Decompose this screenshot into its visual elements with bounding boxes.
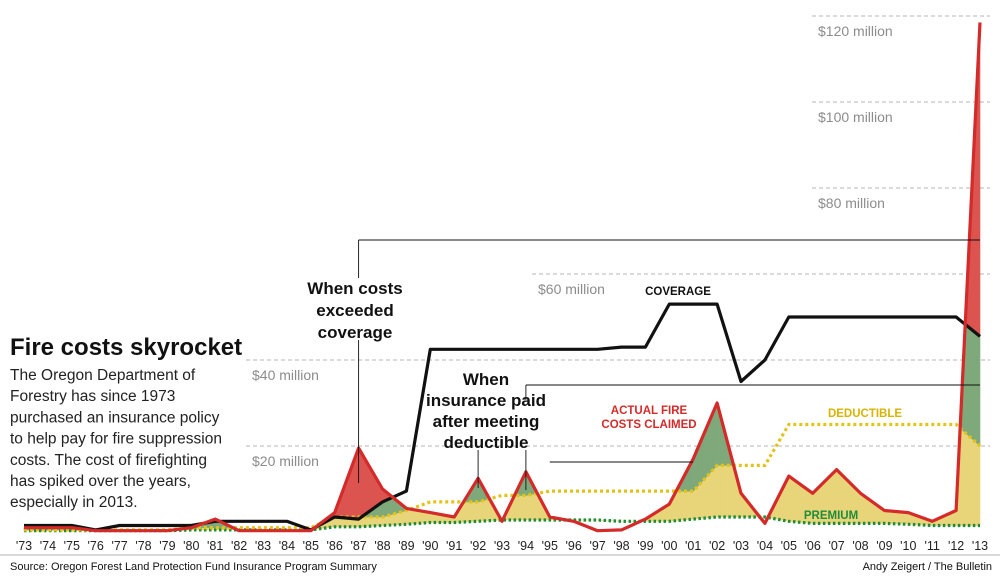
y-tick-label: $60 million (538, 281, 605, 297)
x-tick-label: '84 (279, 539, 295, 553)
x-tick-label: '07 (828, 539, 844, 553)
y-tick-label: $40 million (252, 367, 319, 383)
x-tick-label: '76 (88, 539, 104, 553)
x-tick-label: '88 (374, 539, 390, 553)
x-tick-label: '03 (733, 539, 749, 553)
series-lines (24, 22, 982, 533)
x-tick-label: '74 (40, 539, 56, 553)
coverage-label: COVERAGE (645, 286, 711, 298)
y-tick-labels: $20 million $40 million $60 million $80 mil… (252, 23, 893, 469)
fire-costs-line (24, 22, 982, 533)
annotation-insurance-paid: When insurance paid after meeting deductibl… (426, 370, 546, 452)
x-tick-label: '73 (16, 539, 32, 553)
deductible-label: DEDUCTIBLE (828, 408, 902, 420)
chart-title: Fire costs skyrocket (10, 334, 242, 361)
x-tick-label: '99 (637, 539, 653, 553)
deductible-area (977, 443, 981, 526)
chart-description: The Oregon Department of Forestry has sin… (10, 367, 222, 511)
x-tick-label: '81 (207, 539, 223, 553)
x-tick-label: '89 (398, 539, 414, 553)
premium-label: PREMIUM (804, 510, 858, 522)
x-tick-label: '86 (327, 539, 343, 553)
y-tick-label: $120 million (818, 23, 893, 39)
x-tick-label: '78 (135, 539, 151, 553)
y-gridlines (246, 15, 990, 447)
x-tick-label: '09 (876, 539, 892, 553)
x-tick-label: '01 (685, 539, 701, 553)
credit-note: Andy Zeigert / The Bulletin (863, 561, 992, 573)
x-tick-label: '13 (972, 539, 988, 553)
fill-areas (23, 22, 981, 532)
x-tick-label: '08 (852, 539, 868, 553)
x-tick-label: '79 (159, 539, 175, 553)
x-tick-label: '87 (350, 539, 366, 553)
x-tick-label: '93 (494, 539, 510, 553)
insurance-paid-area (977, 334, 981, 447)
y-tick-label: $20 million (252, 453, 319, 469)
x-tick-label: '06 (805, 539, 821, 553)
source-note: Source: Oregon Forest Land Protection Fu… (10, 561, 377, 573)
x-tick-label: '11 (925, 539, 940, 553)
x-tick-label: '05 (781, 539, 797, 553)
x-tick-label: '96 (566, 539, 582, 553)
x-tick-label: '75 (64, 539, 80, 553)
coverage-line (24, 302, 982, 532)
x-tick-label: '82 (231, 539, 247, 553)
x-tick-label: '12 (948, 539, 964, 553)
y-tick-label: $100 million (818, 109, 893, 125)
x-tick-labels: '73 '74 '75 '76 '77 '78 '79 '80 '81 '82 '83 '84 '85 '… (16, 539, 988, 553)
annotation-actual-fire-costs: ACTUAL FIRE COSTS CLAIMED (601, 405, 696, 431)
annotation-leaders (358, 239, 980, 490)
x-tick-label: '85 (303, 539, 319, 553)
x-tick-label: '94 (518, 539, 534, 553)
x-tick-label: '91 (446, 539, 462, 553)
annotation-costs-exceeded: When costs exceeded coverage (307, 279, 402, 342)
x-tick-label: '90 (422, 539, 438, 553)
x-tick-label: '92 (470, 539, 486, 553)
x-tick-label: '00 (661, 539, 677, 553)
x-tick-label: '97 (589, 539, 605, 553)
x-tick-label: '02 (709, 539, 725, 553)
x-tick-label: '04 (757, 539, 773, 553)
x-tick-label: '80 (183, 539, 199, 553)
x-tick-label: '98 (613, 539, 629, 553)
x-tick-label: '77 (111, 539, 127, 553)
x-tick-label: '95 (542, 539, 558, 553)
y-tick-label: $80 million (818, 195, 885, 211)
x-tick-label: '10 (900, 539, 916, 553)
x-tick-label: '83 (255, 539, 271, 553)
